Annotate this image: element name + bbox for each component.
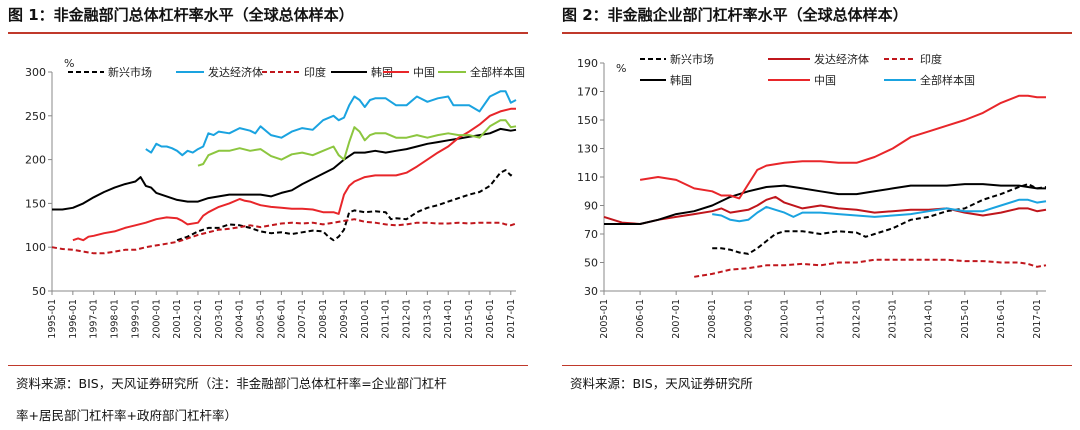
- x-tick-label: 2007-01: [297, 299, 308, 339]
- x-tick-label: 2011-01: [381, 299, 392, 339]
- chart-2: 30 50 70 90 110 130 150 170 190 2005-01 2006-01 200…: [577, 52, 1047, 339]
- legend-label: 中国: [413, 66, 435, 79]
- source-rule: [562, 365, 1072, 366]
- chart-1: 50 100 150 200 250 300 1995-01 1996-01 1997-01 19…: [25, 57, 525, 339]
- figure-1: 图 1：非金融部门总体杠杆率水平（全球总体样本） 50 100 150 200 250 3…: [8, 0, 528, 428]
- y-tick-label: 190: [577, 57, 598, 70]
- y-tick-label: 50: [32, 285, 46, 298]
- axes: 30 50 70 90 110 130 150 170 190 2005-01 2006-01 200…: [577, 57, 1046, 339]
- y-tick-label: 200: [25, 154, 46, 167]
- x-tick-label: 2009-01: [743, 299, 754, 339]
- y-tick-label: 130: [577, 143, 598, 156]
- x-tick-label: 2006-01: [635, 299, 646, 339]
- x-tick-label: 2015-01: [464, 299, 475, 339]
- x-tick-label: 2012-01: [852, 299, 863, 339]
- y-tick-label: 300: [25, 66, 46, 79]
- source-rule: [8, 365, 528, 366]
- figure-2-title: 图 2：非金融企业部门杠杆率水平（全球总体样本）: [562, 6, 908, 24]
- series-line: [712, 183, 1047, 255]
- series-line: [694, 258, 1047, 278]
- series-line: [639, 94, 1046, 200]
- legend-label: 新兴市场: [108, 65, 152, 79]
- y-tick-label: 70: [584, 228, 598, 241]
- x-tick-label: 2000-01: [151, 299, 162, 339]
- series-line: [176, 169, 514, 242]
- source-line: 资料来源：BIS，天风证券研究所（注：非金融部门总体杠杆率=企业部门杠杆: [16, 376, 447, 391]
- y-tick-label: 170: [577, 86, 598, 99]
- x-tick-label: 2010-01: [360, 299, 371, 339]
- legend-label: 印度: [304, 65, 326, 79]
- x-tick-label: 2016-01: [485, 299, 496, 339]
- x-tick-label: 2006-01: [276, 299, 287, 339]
- x-tick-label: 2001-01: [172, 299, 183, 339]
- unit-label: %: [64, 57, 74, 70]
- x-tick-label: 2013-01: [888, 299, 899, 339]
- legend-label: 全部样本国: [920, 73, 975, 87]
- x-tick-label: 2007-01: [671, 299, 682, 339]
- series-line: [51, 218, 517, 255]
- x-tick-label: 2010-01: [779, 299, 790, 339]
- series-line: [604, 183, 1046, 225]
- legend-label: 发达经济体: [208, 65, 263, 79]
- figure-1-title: 图 1：非金融部门总体杠杆率水平（全球总体样本）: [8, 6, 354, 24]
- figure-2: 图 2：非金融企业部门杠杆率水平（全球总体样本） 30 50 70 90 110 130 1…: [562, 0, 1072, 428]
- x-tick-label: 2017-01: [1032, 299, 1043, 339]
- y-tick-label: 90: [584, 200, 598, 213]
- y-tick-label: 110: [577, 171, 598, 184]
- x-tick-label: 2004-01: [235, 299, 246, 339]
- y-tick-label: 250: [25, 110, 46, 123]
- title-rule: [562, 32, 1072, 34]
- x-tick-label: 2017-01: [506, 299, 517, 339]
- title-rule: [8, 32, 528, 34]
- x-tick-label: 2005-01: [256, 299, 267, 339]
- series-line: [712, 198, 1047, 223]
- x-tick-label: 2002-01: [193, 299, 204, 339]
- source-line: 率+居民部门杠杆率+政府部门杠杆率）: [16, 408, 237, 423]
- y-tick-label: 150: [25, 197, 46, 210]
- figure-1-source: 资料来源：BIS，天风证券研究所（注：非金融部门总体杠杆率=企业部门杠杆 率+居…: [16, 370, 447, 430]
- x-tick-label: 2016-01: [996, 299, 1007, 339]
- legend-label: 全部样本国: [470, 65, 525, 79]
- series-line: [603, 195, 1047, 225]
- x-tick-label: 2003-01: [214, 299, 225, 339]
- series-line: [197, 119, 517, 167]
- legend-label: 新兴市场: [670, 52, 714, 66]
- x-tick-label: 1999-01: [130, 299, 141, 339]
- x-tick-label: 1998-01: [110, 299, 121, 339]
- x-tick-label: 2005-01: [599, 299, 610, 339]
- legend-label: 印度: [920, 52, 942, 66]
- x-tick-label: 2012-01: [402, 299, 413, 339]
- x-tick-label: 2013-01: [422, 299, 433, 339]
- y-tick-label: 30: [584, 285, 598, 298]
- source-line: 资料来源：BIS，天风证券研究所: [570, 376, 753, 391]
- legend-label: 发达经济体: [814, 52, 869, 66]
- y-tick-label: 50: [584, 257, 598, 270]
- series-group: [51, 90, 517, 255]
- series-line: [145, 90, 517, 157]
- series-line: [52, 127, 517, 211]
- x-tick-label: 2009-01: [339, 299, 350, 339]
- legend-label: 韩国: [670, 73, 692, 87]
- axes: 50 100 150 200 250 300 1995-01 1996-01 1997-01 19…: [25, 57, 517, 339]
- x-tick-label: 2008-01: [318, 299, 329, 339]
- legend-label: 韩国: [371, 65, 393, 79]
- x-tick-label: 2008-01: [707, 299, 718, 339]
- x-tick-label: 1997-01: [89, 299, 100, 339]
- x-tick-label: 2014-01: [924, 299, 935, 339]
- legend-label: 中国: [814, 74, 836, 87]
- x-tick-label: 1996-01: [68, 299, 79, 339]
- x-tick-label: 2015-01: [960, 299, 971, 339]
- y-tick-label: 100: [25, 241, 46, 254]
- x-tick-label: 2011-01: [815, 299, 826, 339]
- y-tick-label: 150: [577, 114, 598, 127]
- x-tick-label: 1995-01: [47, 299, 58, 339]
- x-tick-label: 2014-01: [443, 299, 454, 339]
- series-line: [72, 107, 516, 242]
- figure-2-source: 资料来源：BIS，天风证券研究所: [570, 370, 753, 398]
- series-group: [603, 94, 1047, 278]
- unit-label: %: [616, 62, 626, 75]
- legend: 新兴市场 发达经济体 印度 韩国 中国 全部样本国: [68, 65, 525, 79]
